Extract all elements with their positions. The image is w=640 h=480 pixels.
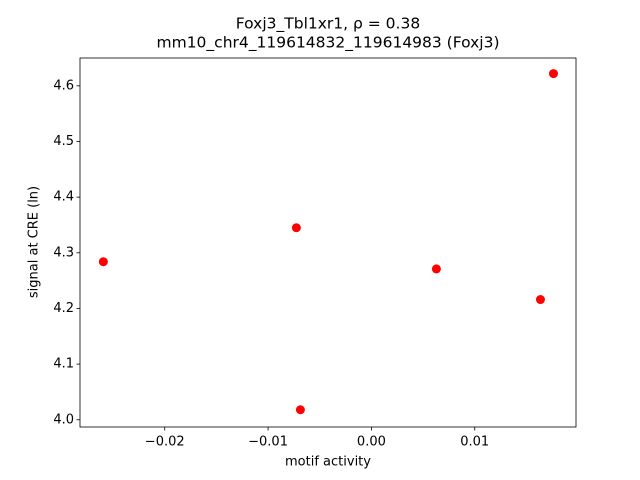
y-tick-label: 4.0 [53,412,74,427]
y-tick-label: 4.3 [53,245,74,260]
x-tick-label: 0.01 [460,435,489,450]
point [291,223,301,233]
point [431,264,441,274]
y-tick-label: 4.2 [53,301,74,316]
point [295,405,305,415]
y-tick-label: 4.4 [53,190,74,205]
y-axis-label: signal at CRE (ln) [27,186,42,298]
x-tick-label: 0.00 [357,435,386,450]
plot-frame [79,57,577,428]
y-tick-label: 4.1 [53,357,74,372]
chart-title: Foxj3_Tbl1xr1, ρ = 0.38 [236,15,420,34]
x-axis-label: motif activity [285,455,371,470]
point [98,257,108,267]
x-tick-label: −0.02 [145,435,185,450]
chart-subtitle: mm10_chr4_119614832_119614983 (Foxj3) [157,34,500,53]
y-tick-label: 4.6 [53,78,74,93]
point [548,69,558,79]
x-tick-label: −0.01 [248,435,288,450]
point [535,295,545,305]
y-tick-label: 4.5 [53,134,74,149]
